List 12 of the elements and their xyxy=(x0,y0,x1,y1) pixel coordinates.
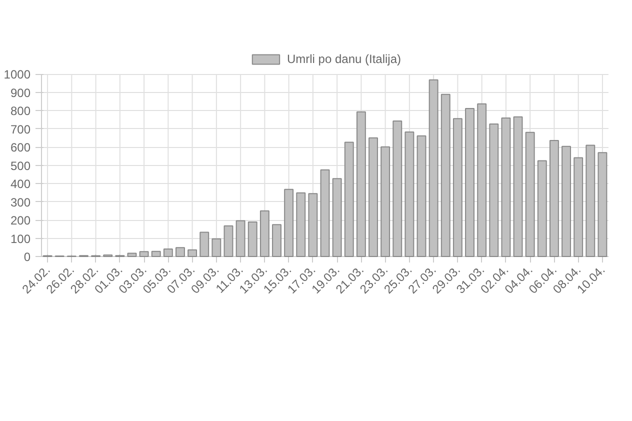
y-tick-label: 200 xyxy=(10,214,31,228)
y-tick-label: 900 xyxy=(10,86,31,100)
y-tick-label: 500 xyxy=(10,158,31,173)
y-tick-label: 600 xyxy=(10,140,31,155)
y-tick-label: 1000 xyxy=(4,68,31,82)
y-tick-label: 400 xyxy=(10,177,31,192)
y-tick-label: 100 xyxy=(10,232,31,246)
y-tick-label: 300 xyxy=(10,195,31,210)
y-tick-label: 0 xyxy=(24,250,31,264)
y-tick-label: 700 xyxy=(10,122,31,136)
legend-label: Umrli po danu (Italija) xyxy=(286,52,402,66)
y-tick-label: 800 xyxy=(10,104,31,118)
